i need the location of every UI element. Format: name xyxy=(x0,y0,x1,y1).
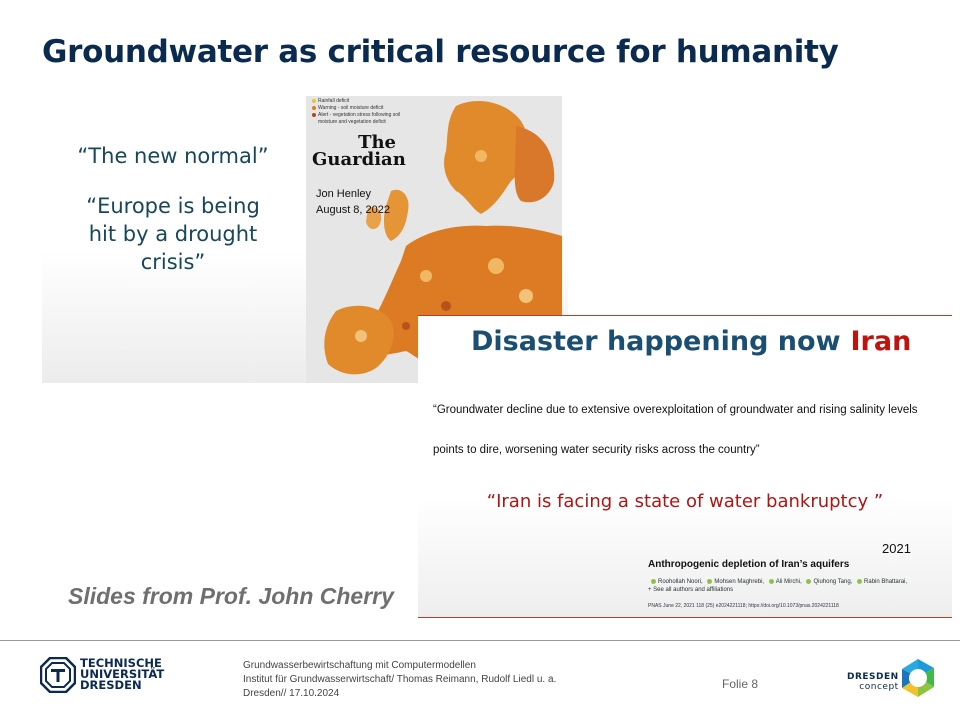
article-date: August 8, 2022 xyxy=(316,204,391,216)
place-date: Dresden// 17.10.2024 xyxy=(243,688,340,699)
author-icon xyxy=(651,578,656,584)
see-all-authors-link: + See all authors and affiliations xyxy=(648,587,734,593)
author-name: Jon Henley xyxy=(316,188,372,200)
author-icon xyxy=(768,578,774,584)
legend-item: Rainfall deficit xyxy=(312,98,408,105)
new-normal-quote: “The new normal” xyxy=(77,144,269,168)
legend-label: Warning - soil moisture deficit xyxy=(318,105,384,111)
rainfall-deficit-swatch xyxy=(312,98,316,103)
university-line: UNIVERSITÄT xyxy=(80,667,165,681)
article-byline: Jon Henley August 8, 2022 xyxy=(316,186,390,218)
iran-highlight: Iran xyxy=(850,326,912,357)
paper-authors: Roohollah Noori, Mohsen Maghrebi, Ali Mi… xyxy=(648,578,907,594)
course-name: Grundwasserbewirtschaftung mit Computerm… xyxy=(243,660,476,671)
tu-dresden-logo-icon xyxy=(40,657,76,693)
europe-quote-block: “The new normal” “Europe is being hit by… xyxy=(42,144,304,276)
author-icon xyxy=(806,578,812,584)
author-name: Rabin Bhattarai, xyxy=(864,579,908,585)
author-name: Roohollah Noori, xyxy=(658,579,703,585)
legend-label: Rainfall deficit xyxy=(318,98,350,104)
concept-line: DRESDEN xyxy=(847,672,899,682)
map-legend: Rainfall deficit Warning - soil moisture… xyxy=(312,98,408,126)
slide-number: Folie 8 xyxy=(722,677,759,691)
vegetation-stress-swatch xyxy=(312,112,316,117)
water-bankruptcy-quote: “Iran is facing a state of water bankrup… xyxy=(486,491,884,512)
institute-authors: Institut für Grundwasserwirtschaft/ Thom… xyxy=(243,674,557,685)
guardian-logo: The Guardian xyxy=(312,132,406,170)
soil-moisture-swatch xyxy=(312,105,316,110)
disaster-heading: Disaster happening now xyxy=(471,326,841,357)
groundwater-decline-quote: “Groundwater decline due to extensive ov… xyxy=(433,404,918,456)
guardian-logo-line2: Guardian xyxy=(312,149,406,170)
drought-crisis-quote: “Europe is being hit by a drought crisis… xyxy=(86,194,260,274)
author-name: Mohsen Maghrebi, xyxy=(714,579,765,585)
concept-line: concept xyxy=(859,682,899,692)
university-line: DRESDEN xyxy=(80,678,142,692)
paper-reference: PNAS June 22, 2021 118 (25) e2024221118;… xyxy=(648,603,839,609)
publication-year: 2021 xyxy=(882,541,911,556)
dresden-concept-wordmark: DRESDEN concept xyxy=(847,672,899,692)
author-icon xyxy=(857,578,863,584)
slide-title: Groundwater as critical resource for hum… xyxy=(42,34,839,70)
guardian-logo-line1: The xyxy=(358,132,396,153)
footer-info: Grundwasserbewirtschaftung mit Computerm… xyxy=(243,659,556,701)
iran-disaster-panel: Disaster happening now Iran “Groundwater … xyxy=(418,315,952,618)
footer-divider xyxy=(0,640,960,641)
legend-item: Warning - soil moisture deficit xyxy=(312,105,408,112)
university-line: TECHNISCHE xyxy=(80,656,162,670)
paper-title: Anthropogenic depletion of Iran’s aquife… xyxy=(648,559,850,570)
author-name: Qiuhong Tang, xyxy=(813,579,853,585)
iran-heading: Disaster happening now Iran xyxy=(471,326,911,357)
author-icon xyxy=(707,578,713,584)
dresden-concept-logo-icon xyxy=(902,659,934,697)
slide-credit: Slides from Prof. John Cherry xyxy=(68,583,394,609)
author-name: Ali Mirchi, xyxy=(775,579,802,585)
legend-item: Alert - vegetation stress following soil… xyxy=(312,112,408,126)
university-name: TECHNISCHE UNIVERSITÄT DRESDEN xyxy=(80,656,165,692)
legend-label: Alert - vegetation stress following soil… xyxy=(318,112,401,125)
